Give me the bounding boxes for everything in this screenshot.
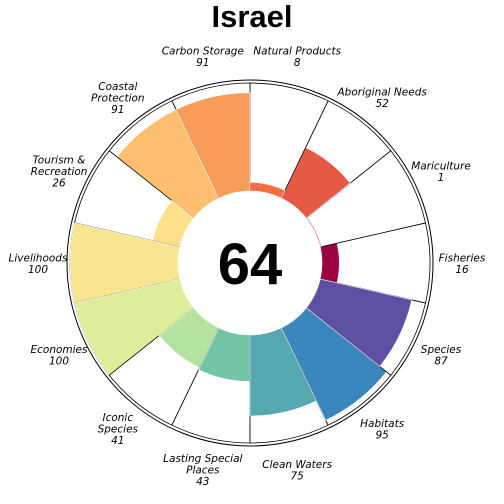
petal-label: Lasting Special Places 43 [163,453,242,488]
center-hole [178,191,322,335]
petal-label: Iconic Species 41 [98,412,139,447]
petal-label: Habitats 95 [360,418,405,442]
petal-label: Aboriginal Needs 52 [337,87,428,111]
petal-label: Livelihoods 100 [9,252,68,276]
center-score: 64 [218,232,283,297]
chart-title: Israel [211,0,293,34]
petal-label: Natural Products 8 [253,46,341,69]
petal-label: Species 87 [421,344,462,368]
petal-label: Carbon Storage 91 [162,46,244,69]
petal-label: Fisheries 16 [439,252,486,276]
petal-label: Mariculture 1 [411,160,471,184]
petal-bar [319,242,340,284]
petal-label: Coastal Protection 91 [91,81,145,116]
petal-label: Economies 100 [30,344,88,368]
petal-label: Tourism & Recreation 26 [31,155,88,190]
petal-label: Clean Waters 75 [262,459,332,483]
